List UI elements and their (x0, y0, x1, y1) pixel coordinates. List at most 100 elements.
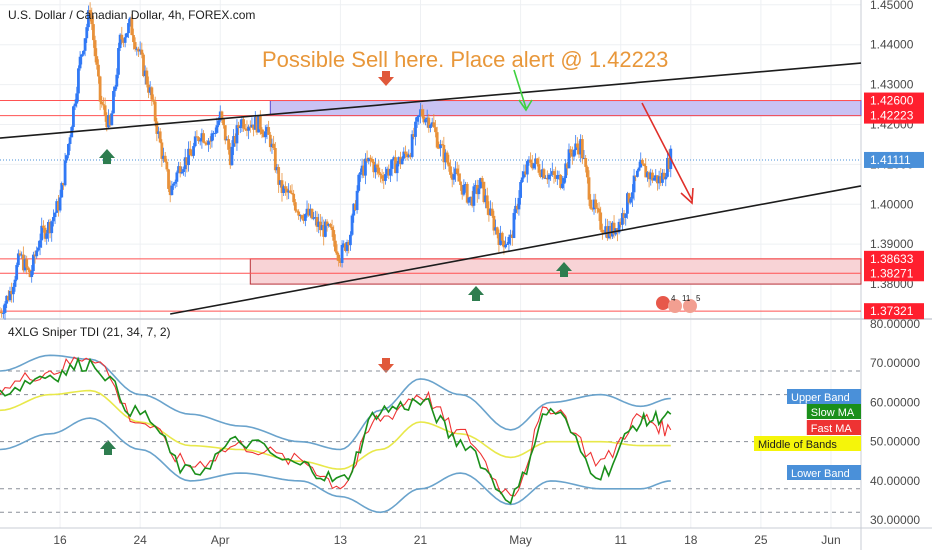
candle-body (215, 125, 219, 133)
candle-body (308, 208, 312, 216)
tdi-upper-band-line (0, 354, 671, 451)
candle-body (258, 115, 262, 130)
candle-body (97, 64, 100, 77)
candle-body (390, 159, 394, 169)
candle-body (661, 172, 664, 183)
candle-body (352, 203, 356, 216)
candle-body (283, 186, 287, 189)
candle-body (524, 171, 528, 175)
candle-body (537, 164, 541, 173)
candle-body (462, 184, 466, 195)
candle-body (250, 124, 254, 128)
candle-body (338, 261, 342, 263)
candle-body (0, 312, 4, 314)
candle-body (639, 159, 643, 168)
candle-body (172, 183, 175, 186)
candle-body (107, 115, 110, 128)
candle-body (505, 243, 509, 245)
candle-body (512, 212, 516, 238)
candle-body (651, 172, 654, 181)
candle-body (168, 188, 172, 196)
price-tag-box (864, 265, 924, 282)
candle-body (57, 201, 60, 211)
candle-body (95, 56, 99, 65)
candle-body (1, 312, 5, 314)
candle-body (320, 225, 324, 231)
candle-body (280, 180, 284, 193)
candle-body (354, 203, 357, 211)
candle-body (50, 221, 54, 234)
candle-body (587, 177, 591, 200)
tdi-fast-ma-line (0, 356, 672, 497)
candle-body (347, 242, 351, 246)
price-zones[interactable] (249, 100, 862, 285)
indicator-legend: Upper Band Slow MA Fast MA Middle of Bands L… (754, 389, 861, 480)
candle-body (340, 244, 344, 263)
candle-body (117, 48, 120, 75)
candle-body (183, 157, 187, 170)
candle-body (377, 167, 381, 174)
candle-body (235, 125, 239, 144)
us-flag-icon[interactable] (656, 296, 670, 310)
candle-body (572, 150, 576, 157)
candle-body (288, 190, 292, 193)
candle-body (317, 221, 321, 227)
time-tick-label: 18 (684, 533, 698, 547)
candle-body (193, 136, 197, 147)
candle-body (210, 133, 214, 142)
legend-box (787, 465, 861, 480)
candle-body (464, 183, 467, 185)
candle-body (414, 121, 417, 137)
candle-body (667, 157, 671, 170)
candle-body (530, 162, 534, 169)
tdi-middle-of-bands-line (0, 389, 671, 470)
candle-body (5, 295, 9, 304)
legend-label: Upper Band (791, 392, 850, 404)
candle-body (312, 217, 316, 219)
candle-body (310, 208, 314, 219)
candle-body (313, 217, 317, 219)
candle-body (345, 242, 349, 251)
candle-body (220, 111, 224, 120)
candle-body (457, 173, 461, 182)
time-tick-label: 24 (133, 533, 147, 547)
candle-body (278, 180, 282, 185)
candle-body (439, 144, 442, 149)
candle-body (500, 232, 504, 241)
candle-body (165, 161, 169, 170)
candle-body (230, 146, 234, 166)
candle-body (77, 68, 80, 94)
candle-body (430, 122, 434, 125)
candle-body (33, 254, 37, 257)
us-flag-icon[interactable] (683, 299, 697, 313)
candle-body (467, 197, 471, 203)
price-tick-label: 1.40000 (870, 197, 914, 211)
candle-body (133, 42, 137, 50)
time-axis[interactable]: 16 24 Apr 13 21 May 11 18 25 Jun (53, 533, 840, 547)
trendlines[interactable] (0, 62, 862, 315)
candle-body (307, 208, 311, 216)
candle-body (155, 121, 159, 134)
candle-body (599, 212, 603, 230)
candle-body (459, 181, 462, 186)
ca-flag-icon[interactable] (668, 299, 682, 313)
candle-body (485, 195, 489, 209)
candle-body (110, 113, 114, 126)
economic-events[interactable]: 4 11 5 (656, 294, 701, 313)
candle-body (332, 230, 336, 241)
candle-body (435, 132, 439, 148)
time-tick-label: 25 (754, 533, 768, 547)
candle-body (359, 172, 362, 175)
candle-body (555, 175, 559, 179)
candle-body (402, 151, 406, 159)
indicator-axis[interactable]: 80.00000 70.00000 60.00000 50.00000 40.00000… (870, 317, 920, 527)
legend-label: Middle of Bands (758, 439, 837, 451)
candle-body (175, 172, 179, 182)
candle-body (40, 225, 44, 241)
candle-body (15, 265, 19, 280)
price-tick-label: 1.44000 (870, 38, 914, 52)
candle-body (122, 39, 125, 43)
candle-body (63, 160, 67, 186)
candle-body (455, 168, 459, 174)
